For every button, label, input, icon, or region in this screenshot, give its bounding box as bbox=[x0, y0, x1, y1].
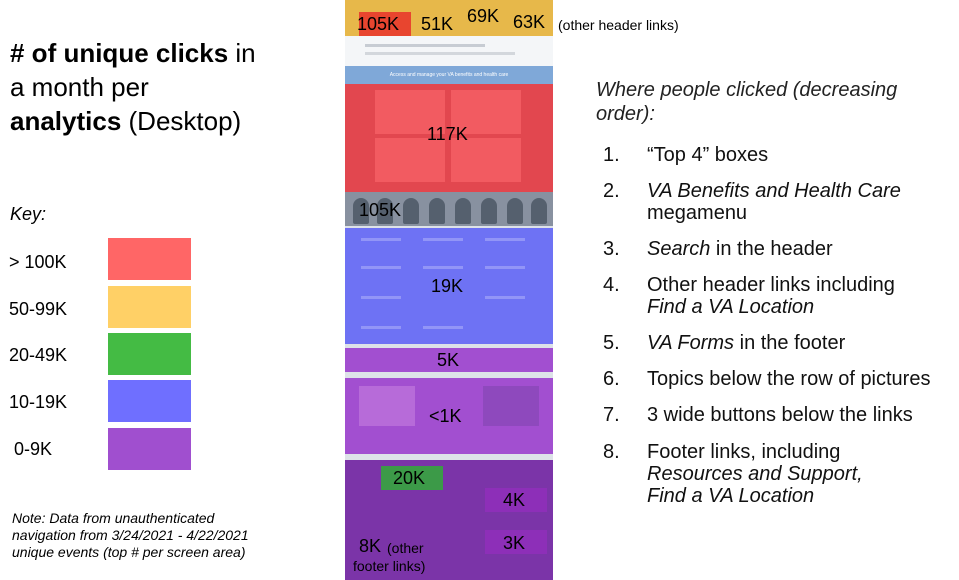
wide-value: <1K bbox=[429, 406, 462, 426]
header-value-2: 51K bbox=[421, 14, 454, 34]
header-note: (other header links) bbox=[558, 17, 679, 33]
footer-forms-zone bbox=[381, 466, 443, 490]
key-swatch-yellow bbox=[108, 286, 191, 328]
header-value-3: 69K bbox=[467, 6, 500, 26]
top4-value: 117K bbox=[427, 124, 468, 144]
key-swatch-blue bbox=[108, 380, 191, 422]
footer-other-value: 8K bbox=[359, 536, 382, 556]
header-value-4: 63K bbox=[513, 12, 546, 32]
footer-other-note1: (other bbox=[387, 540, 424, 556]
footer-value-b: 3K bbox=[503, 533, 526, 553]
ranking-heading: Where people clicked (decreasing order): bbox=[596, 79, 898, 125]
footer-zone bbox=[345, 460, 553, 580]
page-title: # of unique clicks in a month per analyt… bbox=[10, 38, 256, 136]
key-label-20k: 20-49K bbox=[9, 345, 68, 365]
photo-row bbox=[345, 192, 553, 226]
search-zone bbox=[359, 12, 411, 36]
footer-other-note2: footer links) bbox=[353, 558, 426, 574]
buttons-zone bbox=[345, 348, 553, 372]
buttons-value: 5K bbox=[437, 350, 460, 370]
key-swatch-red bbox=[108, 238, 191, 280]
key-title: Key: bbox=[10, 204, 47, 224]
key-label-50k: 50-99K bbox=[9, 299, 68, 319]
key-swatch-green bbox=[108, 333, 191, 375]
alert-strip bbox=[345, 36, 553, 66]
data-note: Note: Data from unauthenticated navigati… bbox=[12, 510, 249, 560]
banner-text: Access and manage your VA benefits and h… bbox=[389, 72, 509, 78]
key-swatch-purple bbox=[108, 428, 191, 470]
key-label-100k: > 100K bbox=[9, 252, 67, 272]
footer-forms-value: 20K bbox=[393, 468, 426, 488]
banner: Access and manage your VA benefits and h… bbox=[345, 66, 553, 84]
key-label-10k: 10-19K bbox=[9, 392, 68, 412]
key-label-0k: 0-9K bbox=[14, 439, 53, 459]
topics-zone bbox=[345, 228, 553, 344]
page-screenshot-heatmap: 105K 51K 69K 63K Access and manage your … bbox=[345, 0, 553, 580]
header-value-search: 105K bbox=[357, 14, 400, 34]
topics-value: 19K bbox=[431, 276, 464, 296]
footer-value-a: 4K bbox=[503, 490, 526, 510]
